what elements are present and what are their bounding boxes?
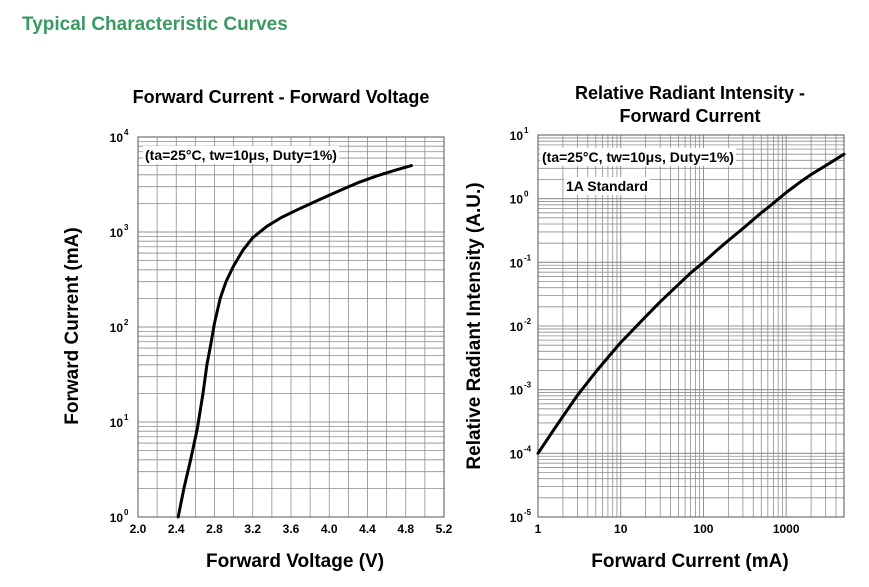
x-tick-label: 4.0 (321, 522, 338, 536)
y-tick-exponent: 0 (524, 190, 529, 199)
x-tick-label: 1000 (773, 522, 800, 536)
page-heading: Typical Characteristic Curves (22, 14, 288, 35)
chart-title-line-2: Forward Current (619, 106, 760, 126)
annotation-standard: 1A Standard (566, 178, 648, 194)
x-tick-label: 2.4 (168, 522, 185, 536)
y-tick-label: 10 -3 (510, 381, 532, 398)
y-tick-base: 10 (110, 511, 124, 525)
y-tick-base: 10 (510, 384, 524, 398)
x-tick-label: 5.2 (436, 522, 453, 536)
y-tick-exponent: 1 (124, 413, 129, 422)
x-tick-label: 4.4 (359, 522, 376, 536)
y-tick-base: 10 (510, 447, 524, 461)
y-tick-label: 10 -5 (510, 508, 532, 525)
annotation-background (540, 148, 736, 166)
y-tick-base: 10 (510, 320, 524, 334)
chart-radiant-intensity: Relative Radiant Intensity - Forward Cur… (464, 83, 846, 572)
y-tick-exponent: -1 (524, 253, 532, 262)
annotation-background (564, 177, 650, 195)
grid (138, 137, 444, 517)
y-axis-label: Forward Current (mA) (62, 227, 83, 424)
x-tick-label: 3.2 (244, 522, 261, 536)
y-tick-base: 10 (110, 321, 124, 335)
x-tick-label: 2.0 (130, 522, 147, 536)
x-tick-label: 100 (693, 522, 713, 536)
y-tick-label: 10 1 (510, 126, 529, 143)
plot-frame (137, 136, 445, 518)
annotation-background (143, 146, 339, 164)
y-tick-label: 10 -1 (510, 253, 532, 270)
y-tick-exponent: 1 (524, 126, 529, 135)
y-tick-label: 10 0 (110, 508, 129, 525)
x-tick-label: 10 (614, 522, 628, 536)
y-tick-base: 10 (110, 226, 124, 240)
chart-title-line-1: Relative Radiant Intensity - (575, 83, 805, 103)
y-tick-base: 10 (110, 416, 124, 430)
plot-frame (537, 134, 845, 518)
y-tick-exponent: -5 (524, 508, 532, 517)
chart-title: Forward Current - Forward Voltage (133, 87, 430, 107)
y-tick-base: 10 (510, 511, 524, 525)
y-tick-label: 10 4 (110, 128, 129, 145)
annotation-conditions: (ta=25°C, tw=10μs, Duty=1%) (145, 147, 337, 163)
y-tick-base: 10 (510, 193, 524, 207)
chart-forward-voltage: Forward Current - Forward Voltage Forwar… (62, 87, 453, 572)
y-axis-label: Relative Radiant Intensity (A.U.) (464, 182, 485, 469)
series-line (536, 152, 846, 455)
y-tick-base: 10 (110, 131, 124, 145)
x-tick-label: 4.8 (397, 522, 414, 536)
x-tick-label: 1 (535, 522, 542, 536)
y-tick-exponent: 2 (124, 318, 129, 327)
y-tick-exponent: -4 (524, 444, 532, 453)
y-tick-exponent: -3 (524, 381, 532, 390)
y-tick-base: 10 (510, 256, 524, 270)
y-tick-label: 10 -2 (510, 317, 532, 334)
x-axis-label: Forward Voltage (V) (206, 551, 384, 572)
x-axis-label: Forward Current (mA) (591, 551, 788, 572)
y-tick-label: 10 -4 (510, 444, 532, 461)
y-tick-label: 10 0 (510, 190, 529, 207)
series-line (176, 164, 413, 519)
y-tick-exponent: 0 (124, 508, 129, 517)
x-tick-label: 3.6 (283, 522, 300, 536)
y-tick-exponent: 3 (124, 223, 129, 232)
y-tick-label: 10 3 (110, 223, 129, 240)
y-tick-base: 10 (510, 129, 524, 143)
annotation-conditions: (ta=25°C, tw=10μs, Duty=1%) (542, 149, 734, 165)
x-tick-label: 2.8 (206, 522, 223, 536)
y-tick-label: 10 1 (110, 413, 129, 430)
y-tick-label: 10 2 (110, 318, 129, 335)
y-tick-exponent: 4 (124, 128, 129, 137)
y-tick-exponent: -2 (524, 317, 532, 326)
